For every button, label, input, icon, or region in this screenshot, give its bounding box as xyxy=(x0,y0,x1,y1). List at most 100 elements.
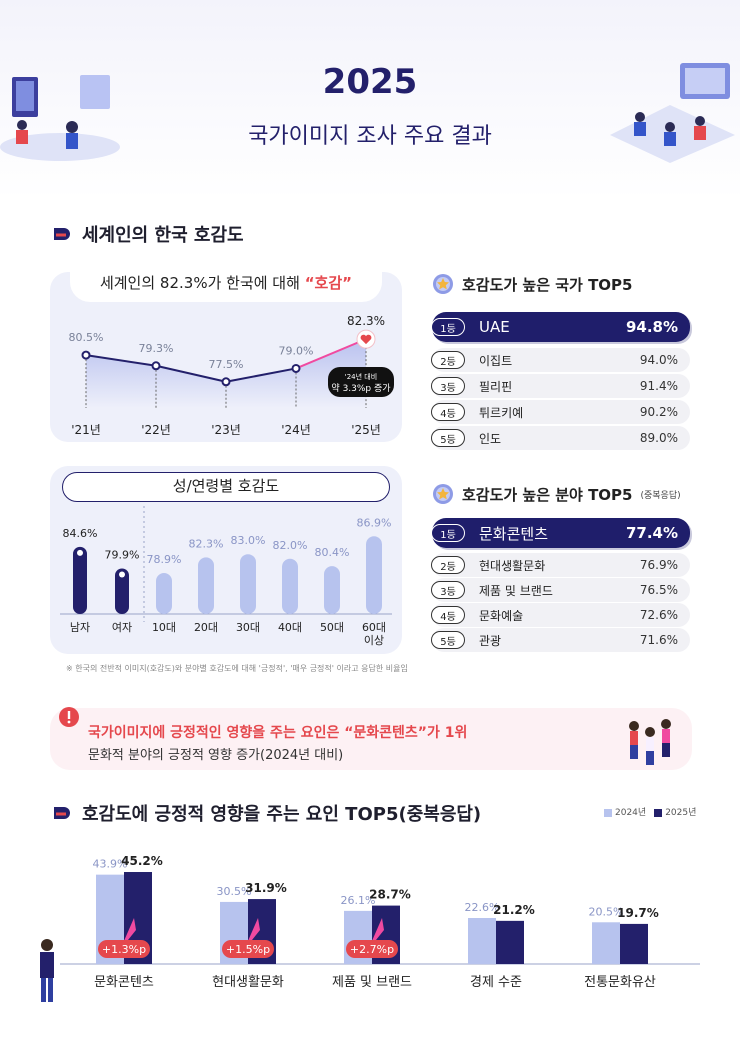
rank-name: 문화예술 xyxy=(479,608,524,623)
ga-bar xyxy=(73,546,87,614)
gender-age-bar-chart: 84.6% 남자 79.9% 여자 78.9% 10대 82.3% 20대 83.0% 30대 82… xyxy=(60,506,392,647)
factor-value-2024: 30.5% xyxy=(217,885,252,898)
ga-value-label: 86.9% xyxy=(357,516,392,529)
factor-bar-chart: 43.9%45.2% +1.3%p 문화콘텐츠 30.5%31.9% +1.5%p 현대생… xyxy=(60,854,700,990)
ga-value-label: 80.4% xyxy=(315,546,350,559)
factor-legend: 2024년 2025년 xyxy=(604,805,696,818)
factor-category-label: 전통문화유산 xyxy=(584,975,656,990)
factor-value-2025: 19.7% xyxy=(617,906,659,920)
section2-heading: 호감도에 긍정적 영향을 주는 요인 TOP5(중복응답) xyxy=(52,800,481,826)
increase-label: +1.3%p xyxy=(102,943,146,956)
rank-row: 1등 문화콘텐츠 77.4% xyxy=(431,518,690,548)
rank-badge: 1등 xyxy=(431,318,465,336)
rank-name: 현대생활문화 xyxy=(479,558,546,573)
trend-title-prefix: 세계인의 82.3%가 한국에 대해 xyxy=(99,274,300,292)
insight-line2: 문화적 분야의 긍정적 영향 증가(2024년 대비) xyxy=(88,748,344,763)
gender-age-title: 성/연령별 호감도 xyxy=(62,472,390,502)
field-top5-note: (중복응답) xyxy=(640,490,681,501)
ga-bar xyxy=(198,557,214,614)
insight-line1: 국가이미지에 긍정적인 영향을 주는 요인은 “문화콘텐츠”가 1위 xyxy=(88,725,468,741)
trend-segment xyxy=(225,367,297,383)
increase-badge xyxy=(222,940,274,958)
section1-heading: 세계인의 한국 호감도 xyxy=(52,221,244,247)
presenter-illustration xyxy=(40,939,54,1002)
trend-area xyxy=(86,339,366,408)
office-illustration-right xyxy=(610,63,735,163)
trend-year-label: '25년 xyxy=(351,423,381,437)
rank-badge: 2등 xyxy=(431,556,465,574)
legend-2024-label: 2024년 xyxy=(615,808,647,818)
country-top5-heading: 호감도가 높은 국가 TOP5 xyxy=(432,272,632,296)
ga-value-label: 82.3% xyxy=(189,537,224,550)
increase-badge xyxy=(346,940,398,958)
rank-badge: 1등 xyxy=(431,524,465,542)
rank-badge: 4등 xyxy=(431,606,465,624)
callout-bubble xyxy=(328,367,394,397)
office-illustration-left xyxy=(0,75,120,161)
factor-category-label: 경제 수준 xyxy=(470,975,522,990)
factor-value-2025: 28.7% xyxy=(369,888,411,902)
rank-name: 관광 xyxy=(479,633,502,648)
page-year: 2025 xyxy=(322,62,418,102)
ga-category-label: 10대 xyxy=(152,621,176,634)
factor-category-label: 현대생활문화 xyxy=(212,975,284,990)
legend-2025-label: 2025년 xyxy=(665,808,697,818)
cheering-people-illustration xyxy=(629,719,671,765)
rank-row: 2등 현대생활문화 76.9% xyxy=(431,553,690,577)
section-logo-icon xyxy=(54,228,70,240)
ga-category-label: 30대 xyxy=(236,621,260,634)
factor-value-2025: 31.9% xyxy=(245,881,287,895)
legend-2024: 2024년 xyxy=(604,805,646,818)
ga-value-label: 79.9% xyxy=(105,548,140,561)
trend-year-label: '24년 xyxy=(281,423,311,437)
rank-value: 90.2% xyxy=(639,405,678,419)
legend-2025: 2025년 xyxy=(654,805,696,818)
ga-category-label: 이상 xyxy=(364,634,384,647)
section2-title: 호감도에 긍정적 영향을 주는 요인 TOP5(중복응답) xyxy=(82,804,482,825)
increase-label: +1.5%p xyxy=(226,943,270,956)
trend-point xyxy=(151,361,161,371)
ga-value-label: 82.0% xyxy=(273,539,308,552)
increase-label: +2.7%p xyxy=(350,943,394,956)
trend-year-label: '22년 xyxy=(141,423,171,437)
factor-bar-2024 xyxy=(592,922,620,964)
factor-value-2024: 43.9% xyxy=(93,858,128,871)
trend-segment xyxy=(155,364,227,383)
trend-title-highlight: “호감” xyxy=(304,274,353,292)
ga-bar-dot xyxy=(119,571,125,578)
rank-row: 3등 제품 및 브랜드 76.5% xyxy=(431,578,690,602)
ga-bar xyxy=(324,566,340,614)
ga-category-label: 남자 xyxy=(70,621,90,634)
ga-value-label: 78.9% xyxy=(147,553,182,566)
ga-bar xyxy=(282,558,298,614)
rank-row: 4등 문화예술 72.6% xyxy=(431,603,690,627)
rank-badge: 4등 xyxy=(431,403,465,421)
rank-row: 1등 UAE 94.8% xyxy=(431,312,690,342)
ga-category-label: 50대 xyxy=(320,621,344,634)
trend-point xyxy=(81,350,91,360)
trend-value-label: 77.5% xyxy=(209,358,244,371)
trend-value-label: 80.5% xyxy=(69,331,104,344)
rank-name: 인도 xyxy=(479,431,502,446)
field-top5-title: 호감도가 높은 분야 TOP5 xyxy=(462,485,633,504)
trend-line-chart: 80.5% '21년 79.3% '22년 77.5% '23년 79.0% '24년 82.3… xyxy=(69,314,394,437)
ga-category-label: 60대 xyxy=(362,621,386,634)
footnote: ※ 한국의 전반적 이미지(호감도)와 분야별 호감도에 대해 '긍정적', '… xyxy=(66,664,408,673)
rank-name: 문화콘텐츠 xyxy=(479,524,549,543)
trend-year-label: '23년 xyxy=(211,423,241,437)
callout-line2: 약 3.3%p 증가 xyxy=(331,382,390,394)
rank-value: 76.5% xyxy=(639,583,678,597)
factor-value-2025: 21.2% xyxy=(493,903,535,917)
insight-banner xyxy=(50,708,692,770)
trend-segment xyxy=(295,338,367,370)
rank-value: 89.0% xyxy=(639,431,678,445)
rank-row: 5등 인도 89.0% xyxy=(431,426,690,450)
rank-value: 71.6% xyxy=(639,633,678,647)
country-top5-list: 1등 UAE 94.8% 2등 이집트 94.0% 3등 필리핀 91.4% 4등 튀르키예 90.2… xyxy=(431,312,690,452)
rank-value: 77.4% xyxy=(625,524,678,542)
increase-badge xyxy=(98,940,150,958)
rank-name: 이집트 xyxy=(479,353,513,368)
ga-bar-dot xyxy=(77,549,83,556)
rank-name: UAE xyxy=(479,318,510,336)
field-top5-list: 1등 문화콘텐츠 77.4% 2등 현대생활문화 76.9% 3등 제품 및 브랜드 76.5%… xyxy=(431,518,690,653)
